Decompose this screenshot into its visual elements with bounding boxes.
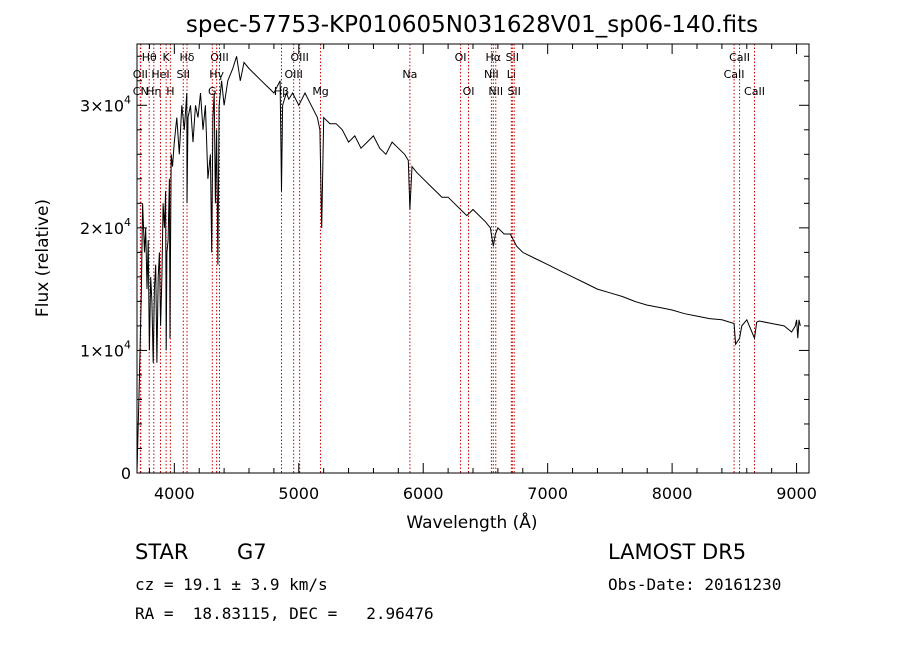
- line-label: NII: [484, 68, 499, 81]
- x-tick-label: 6000: [403, 484, 444, 503]
- y-tick-label: 2×104: [80, 216, 131, 238]
- y-axis-label: Flux (relative): [33, 199, 53, 317]
- axis-ticks: 4000 5000 6000 7000 8000 9000 0 1×104 2×104 3×104: [80, 44, 817, 503]
- line-label: Mg: [312, 85, 328, 98]
- line-label: G: [208, 85, 217, 98]
- line-label: Li: [507, 68, 516, 81]
- spectrum-line: [136, 56, 801, 474]
- line-label: SII: [177, 68, 190, 81]
- y-tick-label: 0: [121, 464, 131, 483]
- x-axis-label: Wavelength (Å): [406, 511, 537, 533]
- x-tick-label: 5000: [278, 484, 319, 503]
- line-label: SII: [506, 51, 519, 64]
- line-label: Hδ: [180, 51, 195, 64]
- obs-date-readout: Obs-Date: 20161230: [608, 575, 782, 594]
- y-tick-label: 3×104: [80, 93, 131, 115]
- line-label: Na: [402, 68, 417, 81]
- line-label: CaII: [724, 68, 745, 81]
- line-label: CaII: [729, 51, 750, 64]
- line-label: OI: [455, 51, 467, 64]
- object-subclass: G7: [237, 540, 267, 564]
- x-tick-label: 9000: [776, 484, 817, 503]
- coordinates-readout: RA = 18.83115, DEC = 2.96476: [135, 604, 434, 623]
- line-label: OIII: [290, 51, 308, 64]
- x-tick-label: 8000: [652, 484, 693, 503]
- object-class: STAR: [135, 540, 189, 564]
- plot-frame: [136, 43, 810, 474]
- line-label: HeI: [151, 68, 169, 81]
- line-label: OIII: [284, 68, 302, 81]
- line-label: H: [166, 85, 174, 98]
- line-label: Hη: [146, 85, 161, 98]
- x-tick-label: 4000: [154, 484, 195, 503]
- line-label: Hγ: [209, 68, 224, 81]
- redshift-readout: cz = 19.1 ± 3.9 km/s: [135, 575, 328, 594]
- line-label: Hθ: [142, 51, 157, 64]
- line-label: OI: [463, 85, 475, 98]
- line-label: SII: [507, 85, 520, 98]
- line-label: Hα: [486, 51, 502, 64]
- line-label: CaII: [744, 85, 765, 98]
- line-label: Hβ: [274, 85, 289, 98]
- line-label: K: [163, 51, 171, 64]
- x-tick-label: 7000: [527, 484, 568, 503]
- line-label: OIII: [210, 51, 228, 64]
- y-tick-label: 1×104: [80, 338, 131, 360]
- survey-label: LAMOST DR5: [608, 540, 747, 564]
- line-label: NII: [488, 85, 503, 98]
- chart-title: spec-57753-KP010605N031628V01_sp06-140.f…: [186, 12, 758, 38]
